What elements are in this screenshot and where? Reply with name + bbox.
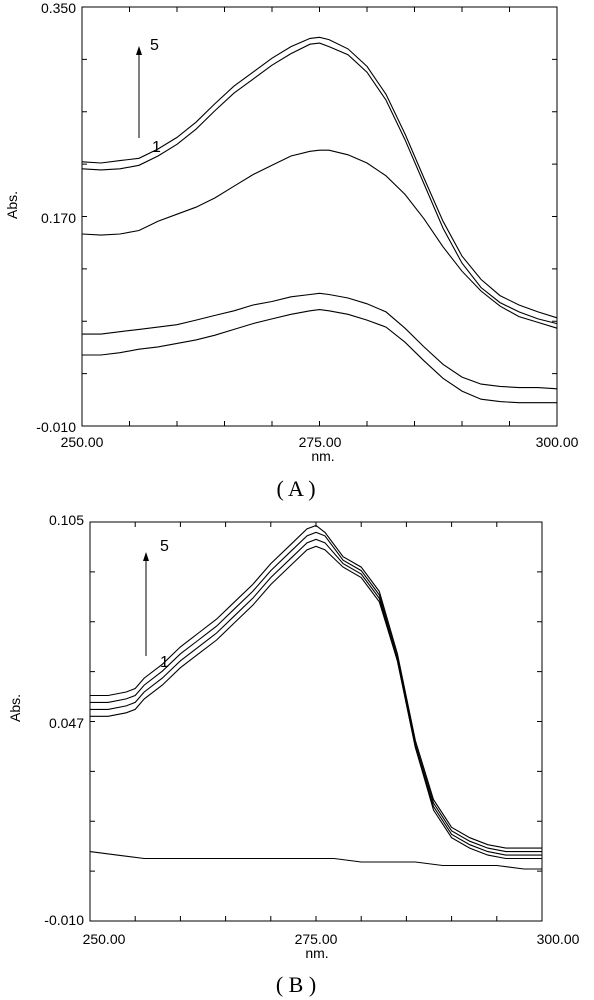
panel-b-caption: ( B ) [276, 972, 316, 997]
panel-b-ytick-label-top: 0.105 [49, 512, 84, 528]
panel-a-xtick-label-mid: 275.00 [299, 434, 342, 450]
panel-a-caption: ( A ) [276, 476, 315, 501]
panel-a-ytick-label-bottom: -0.010 [36, 419, 76, 435]
panel-b: 0.105 0.047 -0.010 250.00 275.00 300.00 … [7, 512, 580, 997]
panel-b-trend-arrowhead [143, 552, 149, 561]
panel-b-marker-high: 5 [160, 538, 169, 555]
panel-b-spectrum-line-2 [90, 545, 542, 860]
panel-b-xtick-label-left: 250.00 [83, 931, 126, 947]
panel-b-marker-low: 1 [160, 654, 169, 671]
panel-a-spectrum-line-3 [81, 149, 558, 329]
panel-a-ticks [82, 7, 557, 426]
panel-a-spectrum-line-1 [82, 309, 557, 404]
panel-b-x-axis-label: nm. [305, 945, 328, 961]
panel-a-y-axis-label: Abs. [4, 191, 20, 219]
panel-b-spectrum-line-5 [90, 524, 542, 849]
panel-b-xtick-label-mid: 275.00 [295, 931, 338, 947]
panel-b-ytick-label-mid: 0.047 [49, 715, 84, 731]
panel-a-series [81, 36, 558, 404]
panel-a-spectrum-line-4 [81, 42, 558, 325]
panel-a-trend-arrowhead [136, 46, 142, 55]
panel-b-spectrum-line-3 [90, 538, 542, 856]
panel-a-spectrum-line-5 [81, 36, 558, 319]
panel-a-spectrum-line-2 [82, 292, 558, 390]
panel-a-x-axis-label: nm. [311, 448, 334, 464]
panel-b-spectrum-line-4 [90, 531, 542, 853]
panel-a-ytick-label-top: 0.350 [41, 0, 76, 16]
panel-b-spectrum-line-1 [89, 851, 542, 870]
panel-b-frame [89, 521, 543, 922]
panel-b-y-axis-label: Abs. [7, 694, 23, 722]
panel-a-marker-high: 5 [150, 37, 159, 54]
panel-b-series [89, 524, 542, 870]
panel-a-xtick-label-right: 300.00 [536, 434, 579, 450]
panel-a: 0.350 0.170 -0.010 250.00 275.00 300.00 … [4, 0, 579, 501]
panel-a-marker-low: 1 [152, 139, 161, 156]
panel-a-xtick-label-left: 250.00 [61, 434, 104, 450]
panel-a-frame [81, 6, 558, 427]
panel-b-ytick-label-bottom: -0.010 [44, 912, 84, 928]
panel-b-xtick-label-right: 300.00 [537, 931, 580, 947]
panel-a-ytick-label-mid: 0.170 [41, 210, 76, 226]
panel-b-ticks [90, 522, 542, 921]
